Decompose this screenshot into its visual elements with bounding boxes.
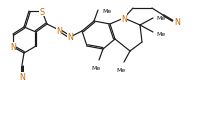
Text: N: N	[121, 14, 127, 23]
Text: N: N	[174, 17, 180, 26]
Text: Me: Me	[91, 65, 101, 70]
Text: Me: Me	[156, 15, 165, 20]
Text: Me: Me	[156, 31, 165, 36]
Text: S: S	[39, 7, 44, 16]
Text: N: N	[56, 26, 62, 35]
Text: N: N	[67, 33, 73, 42]
Text: N: N	[10, 43, 16, 52]
Text: Me: Me	[116, 67, 126, 72]
Text: Me: Me	[102, 8, 111, 13]
Text: N: N	[19, 73, 25, 82]
